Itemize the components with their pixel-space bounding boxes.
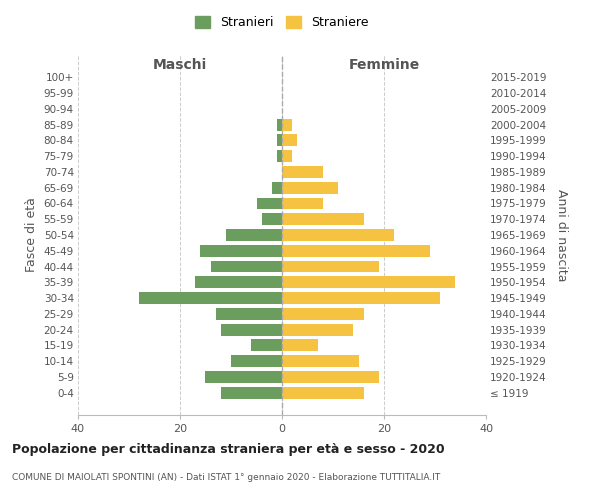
Text: Femmine: Femmine (349, 58, 419, 71)
Bar (262, 214, 282, 225)
Bar (226, 229, 282, 241)
Bar (282, 182, 338, 194)
Bar (196, 276, 282, 288)
Bar (216, 308, 282, 320)
Bar (282, 150, 292, 162)
Bar (200, 245, 282, 256)
Bar (257, 198, 282, 209)
Bar (282, 371, 379, 383)
Text: Maschi: Maschi (153, 58, 207, 71)
Bar (206, 371, 282, 383)
Bar (277, 134, 282, 146)
Bar (282, 166, 323, 178)
Bar (282, 292, 440, 304)
Bar (282, 229, 394, 241)
Bar (282, 356, 359, 367)
Bar (211, 260, 282, 272)
Legend: Stranieri, Straniere: Stranieri, Straniere (190, 11, 374, 34)
Bar (282, 134, 298, 146)
Bar (221, 387, 282, 398)
Bar (221, 324, 282, 336)
Bar (282, 118, 292, 130)
Bar (282, 260, 379, 272)
Bar (231, 356, 282, 367)
Y-axis label: Fasce di età: Fasce di età (25, 198, 38, 272)
Text: Popolazione per cittadinanza straniera per età e sesso - 2020: Popolazione per cittadinanza straniera p… (12, 442, 445, 456)
Bar (272, 182, 282, 194)
Bar (282, 387, 364, 398)
Y-axis label: Anni di nascita: Anni di nascita (555, 188, 568, 281)
Bar (282, 340, 318, 351)
Bar (282, 324, 353, 336)
Bar (282, 198, 323, 209)
Bar (139, 292, 282, 304)
Bar (282, 308, 364, 320)
Bar (277, 150, 282, 162)
Bar (277, 118, 282, 130)
Bar (282, 245, 430, 256)
Bar (282, 276, 455, 288)
Bar (282, 214, 364, 225)
Text: COMUNE DI MAIOLATI SPONTINI (AN) - Dati ISTAT 1° gennaio 2020 - Elaborazione TUT: COMUNE DI MAIOLATI SPONTINI (AN) - Dati … (12, 472, 440, 482)
Bar (251, 340, 282, 351)
